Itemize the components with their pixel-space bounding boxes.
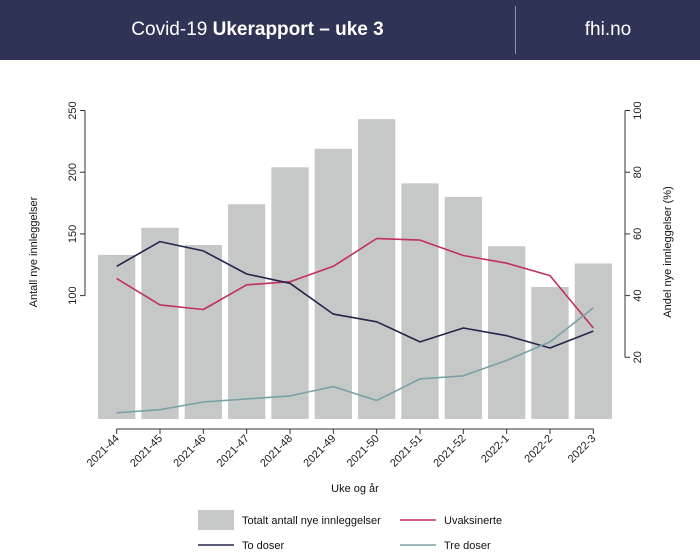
x-tick-label: 2021-52 [431,433,468,470]
bar-2021-50 [358,119,396,420]
y-left-tick-label: 100 [67,286,79,304]
line-tre-doser [116,307,594,414]
y-right-tick-label: 20 [632,351,644,363]
x-tick-label: 2021-49 [301,433,338,470]
bar-2021-45 [141,227,179,419]
report-title: Covid-19 Ukerapport – uke 3 [131,19,384,40]
y-axis-right-label: Andel nye innleggelser (%) [662,186,674,317]
y-left-tick-label: 200 [67,163,79,181]
line-uvaksinerte [116,237,594,329]
site-name: fhi.no [584,19,632,40]
header-divider [515,6,516,54]
y-right-tick-label: 60 [632,228,644,240]
report-title-bold: Ukerapport – uke 3 [212,19,384,40]
y-right-tick-label: 40 [632,289,644,301]
bar-2021-48 [271,167,309,419]
y-right-tick-label: 80 [632,166,644,178]
bar-2021-47 [228,204,266,419]
x-tick-label: 2021-45 [128,433,165,470]
y-left-tick-label: 250 [67,101,79,119]
legend-label-uvaksinerte: Uvaksinerte [444,515,502,527]
x-tick-label: 2021-44 [85,433,122,470]
bar-2021-46 [184,245,222,419]
legend: Totalt antall nye innleggelser Uvaksinert… [198,510,502,552]
x-axis-label: Uke og år [331,483,379,495]
bar-2021-44 [98,254,136,419]
bar-2021-52 [444,196,482,419]
line-series [116,237,594,414]
x-tick-label: 2021-47 [215,433,252,470]
bar-2021-51 [401,183,439,419]
bar-2022-1 [488,246,526,419]
x-tick-label: 2021-48 [258,433,295,470]
bar-2021-49 [314,148,352,419]
legend-label-tre-doser: Tre doser [444,540,491,552]
bar-2022-2 [531,286,569,419]
line-to-doser [116,240,594,349]
y-left-tick-label: 150 [67,225,79,243]
bar-series [98,119,612,420]
legend-label-totalt-antall-nye-innleggelser: Totalt antall nye innleggelser [242,515,381,527]
legend-label-to-doser: To doser [242,540,285,552]
legend-swatch-totalt-antall-nye-innleggelser [198,510,234,530]
x-tick-label: 2022-3 [566,433,599,466]
x-tick-label: 2022-2 [522,433,555,466]
x-tick-label: 2021-46 [171,433,208,470]
bar-2022-3 [574,263,612,419]
report-header: Covid-19 Ukerapport – uke 3 fhi.no [0,0,700,60]
y-right-tick-label: 100 [632,101,644,119]
x-tick-label: 2021-50 [345,433,382,470]
x-tick-label: 2021-51 [388,433,425,470]
x-tick-label: 2022-1 [479,433,512,466]
y-axis-left-label: Antall nye innleggelser [28,196,40,307]
